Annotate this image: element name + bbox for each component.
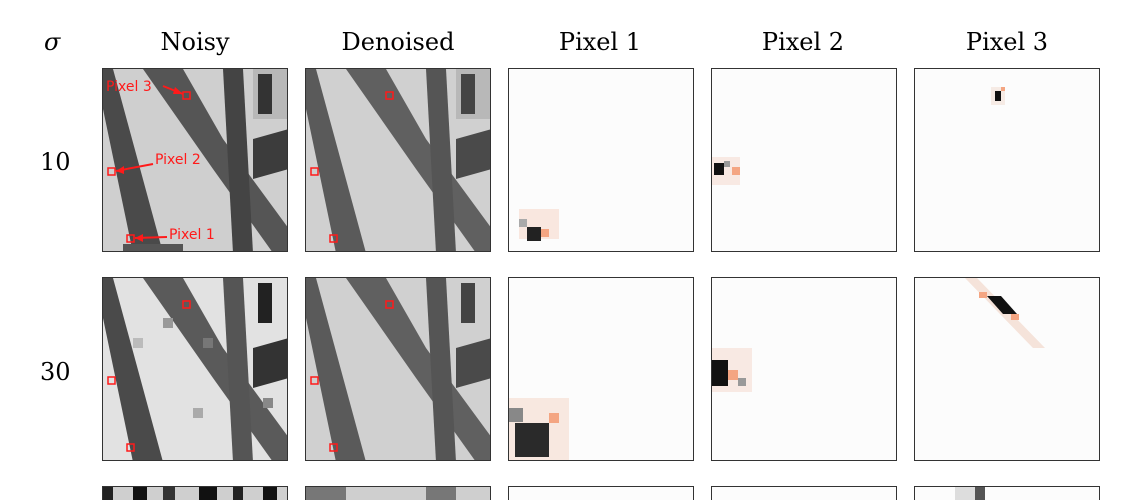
pixel-2-marker — [107, 167, 116, 176]
pixel-1-marker — [126, 234, 135, 243]
weights-pixel-1-sigma-10 — [508, 68, 694, 252]
row-label-sigma-30: 30 — [40, 358, 71, 386]
weights-pixel-2-sigma-10 — [711, 68, 897, 252]
header-pixel-2: Pixel 2 — [761, 28, 845, 56]
weights-pixel-3-sigma-10 — [914, 68, 1100, 252]
header-pixel-3: Pixel 3 — [965, 28, 1049, 56]
sigma-symbol: σ — [44, 28, 61, 56]
header-noisy: Noisy — [160, 28, 230, 56]
denoised-image-row-3 — [305, 486, 491, 500]
noisy-image-sigma-10: Pixel 3 Pixel 2 Pixel 1 — [102, 68, 288, 252]
pixel-3-marker — [182, 91, 191, 100]
annotation-pixel-2: Pixel 2 — [155, 152, 201, 168]
denoised-image-sigma-10 — [305, 68, 491, 252]
header-pixel-1: Pixel 1 — [558, 28, 642, 56]
annotation-pixel-3: Pixel 3 — [106, 79, 152, 95]
row-label-sigma-10: 10 — [40, 148, 71, 176]
weights-pixel-1-row-3 — [508, 486, 694, 500]
annotation-pixel-1: Pixel 1 — [169, 227, 215, 243]
weights-pixel-2-row-3 — [711, 486, 897, 500]
weights-pixel-3-sigma-30 — [914, 277, 1100, 461]
weights-pixel-2-sigma-30 — [711, 277, 897, 461]
header-denoised: Denoised — [341, 28, 455, 56]
denoised-image-sigma-30 — [305, 277, 491, 461]
noisy-image-sigma-30 — [102, 277, 288, 461]
weights-pixel-3-row-3 — [914, 486, 1100, 500]
noisy-image-row-3 — [102, 486, 288, 500]
weights-pixel-1-sigma-30 — [508, 277, 694, 461]
